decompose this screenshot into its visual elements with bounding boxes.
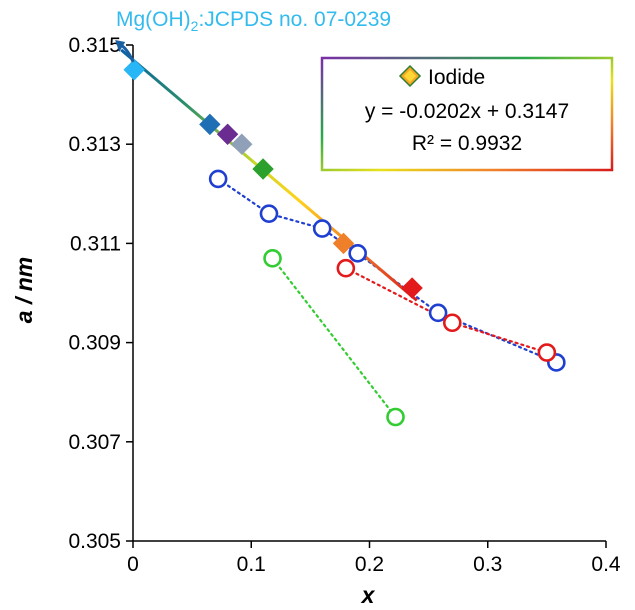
reference-arrow-icon [115, 39, 135, 63]
x-tick-label: 0 [127, 553, 139, 576]
axes: 0 0.1 0.2 0.3 0.4 0.305 0.307 0.309 0.311 0.313 0.… [68, 34, 620, 576]
iodide-point [199, 113, 221, 136]
iodide-point [252, 158, 274, 180]
x-tick-label: 0.4 [591, 553, 621, 576]
iodide-point [231, 133, 253, 155]
y-tick-label: 0.315 [68, 34, 121, 57]
y-tick-label: 0.305 [68, 530, 121, 553]
legend: Iodide y = -0.0202x + 0.3147 R² = 0.9932 [320, 56, 614, 172]
iodide-point [123, 59, 145, 81]
series-0-point [259, 204, 279, 223]
x-tick-label: 0.2 [355, 553, 384, 576]
x-tick-label: 0.1 [237, 553, 266, 576]
series-0-point [312, 219, 332, 238]
x-axis-title: x [360, 582, 376, 608]
series-2-line [271, 257, 397, 419]
series-1-point [442, 313, 462, 333]
legend-r-squared: R² = 0.9932 [412, 132, 522, 155]
annotation-suffix: :JCPDS no. 07-0239 [198, 8, 391, 31]
legend-iodide-swatch-icon [398, 64, 422, 88]
annotation-label: Mg(OH)2:JCPDS no. 07-0239 [116, 8, 391, 34]
y-tick-label: 0.307 [68, 431, 121, 454]
iodide-point [332, 232, 355, 255]
annotation-prefix: Mg(OH) [116, 8, 191, 31]
series-1-point [336, 258, 356, 278]
data-points [123, 59, 566, 427]
series-0-point [428, 303, 448, 323]
series-0-point [348, 244, 367, 263]
y-tick-label: 0.309 [68, 332, 121, 355]
legend-box [320, 56, 614, 172]
iodide-point [216, 123, 239, 145]
x-tick-label: 0.3 [473, 553, 502, 576]
series-1-point [537, 343, 557, 362]
y-tick-label: 0.311 [70, 232, 121, 255]
y-axis-title: a / nm [11, 257, 37, 323]
series-2-point [386, 407, 405, 427]
y-tick-label: 0.313 [68, 133, 121, 156]
series-0-point [208, 169, 228, 189]
iodide-point [401, 277, 423, 299]
iodide-fit-line [120, 48, 418, 302]
legend-entry: Iodide [428, 66, 485, 89]
iodide-fit-segment [120, 48, 418, 302]
legend-equation: y = -0.0202x + 0.3147 [365, 100, 569, 123]
annotation-subscript: 2 [191, 18, 199, 34]
series-2-point [263, 248, 282, 268]
reference-annotation: Mg(OH)2:JCPDS no. 07-0239 [115, 8, 391, 63]
